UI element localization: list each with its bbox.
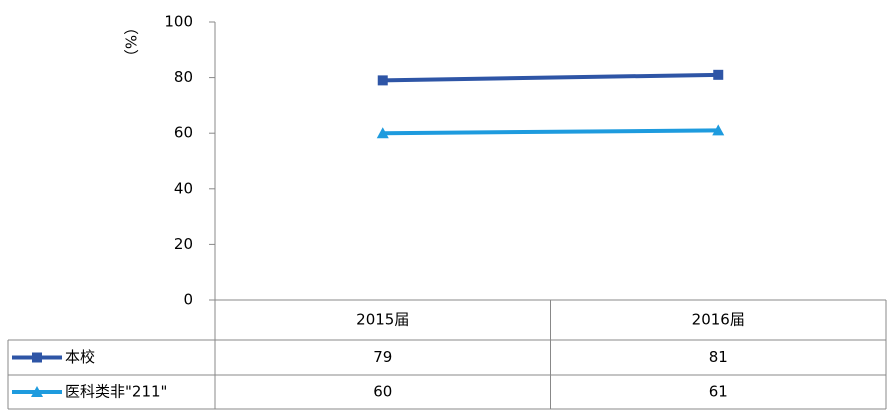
legend-marker (31, 386, 43, 397)
marker (713, 69, 724, 80)
legend-label: 本校 (65, 348, 95, 366)
marker (376, 127, 389, 139)
y-axis-label: （%） (122, 20, 140, 64)
y-tick-label: 0 (183, 291, 193, 309)
table-value: 61 (709, 383, 728, 401)
y-tick-label: 20 (174, 235, 193, 253)
table-value: 79 (373, 348, 392, 366)
line (382, 72, 719, 83)
table-value: 81 (709, 348, 728, 366)
x-tick-label: 2016届 (692, 311, 745, 329)
y-tick-label: 80 (174, 68, 193, 86)
x-tick-label: 2015届 (356, 311, 409, 329)
line (382, 128, 719, 136)
y-tick-label: 60 (174, 124, 193, 142)
y-tick-label: 100 (164, 13, 193, 31)
legend-label: 医科类非"211" (65, 383, 167, 401)
legend-marker (32, 352, 42, 363)
table-value: 60 (373, 383, 392, 401)
marker (377, 75, 388, 86)
y-tick-label: 40 (174, 179, 193, 197)
marker (712, 124, 725, 136)
